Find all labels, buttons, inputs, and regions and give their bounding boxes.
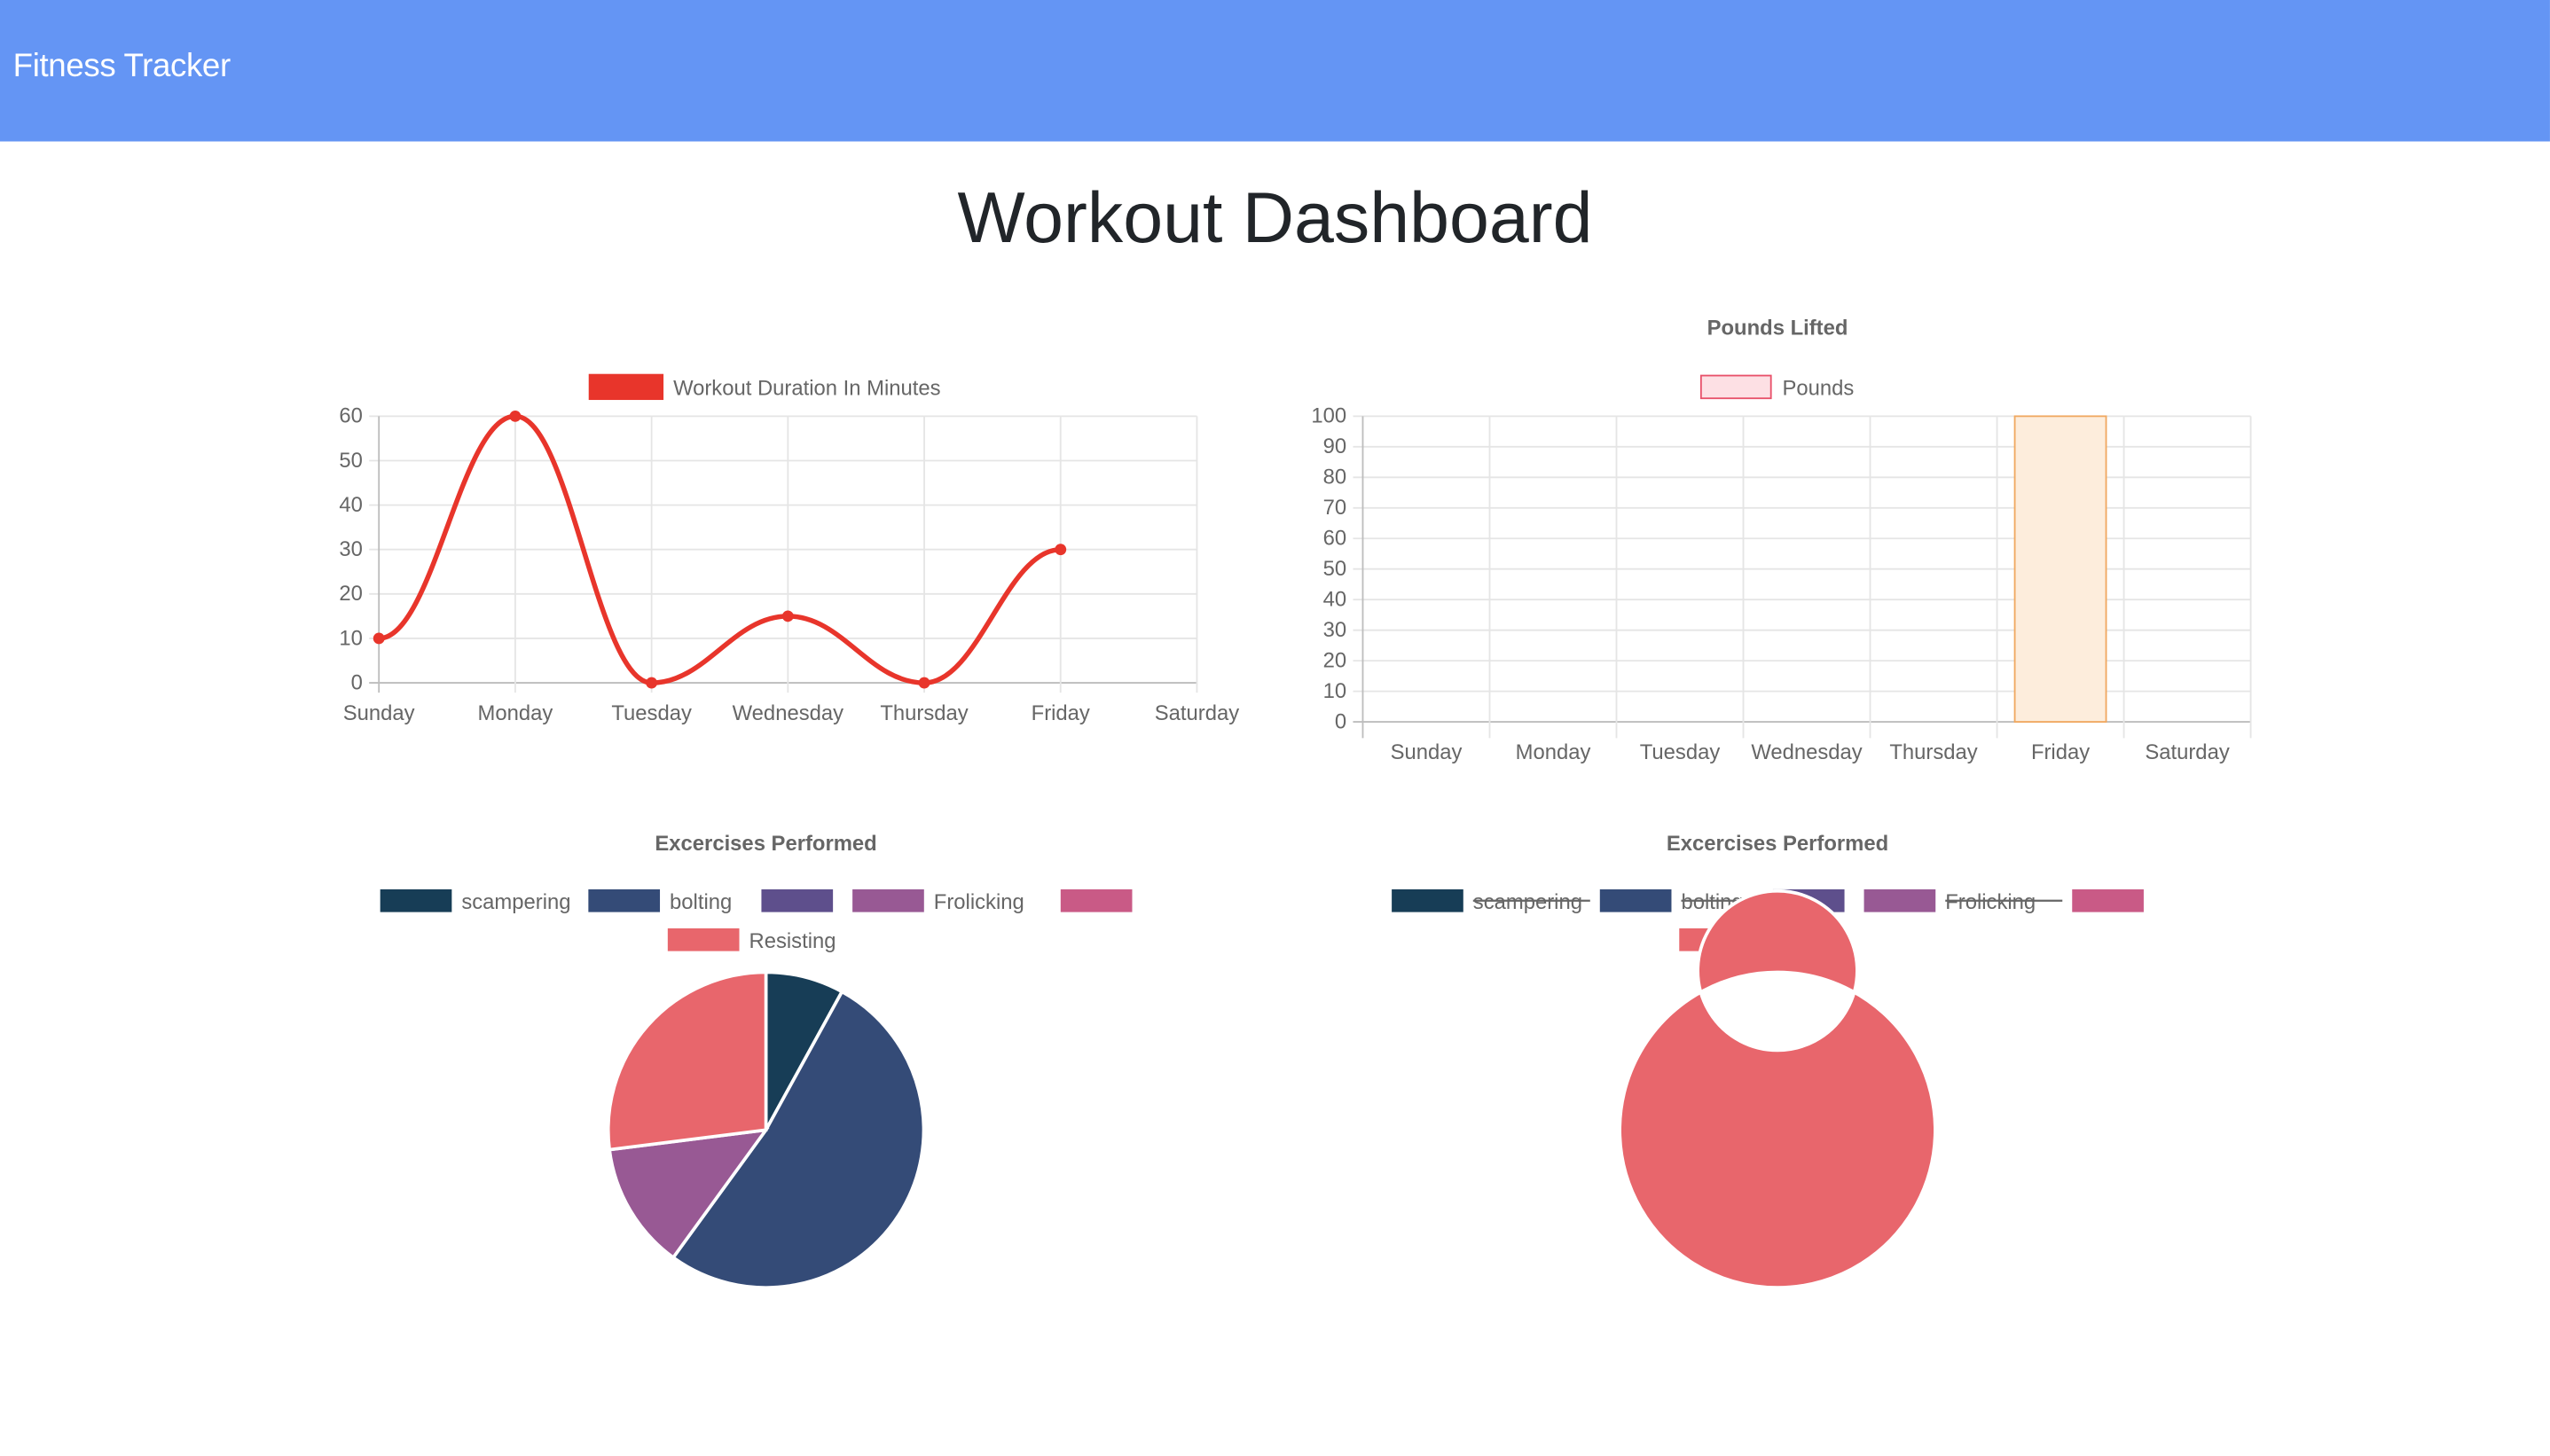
legend-label: scampering xyxy=(1473,890,1582,914)
legend-label: Frolicking xyxy=(1945,890,2036,914)
slice-bolting[interactable] xyxy=(671,989,926,1289)
x-tick-label: Friday xyxy=(1032,701,1090,725)
x-tick-label: Monday xyxy=(478,701,553,725)
legend-label: Pounds xyxy=(1783,377,1855,401)
legend-item[interactable]: Frolicking xyxy=(852,888,1024,914)
legend-swatch xyxy=(588,373,664,401)
legend-swatch xyxy=(1699,374,1772,400)
x-tick-label: Friday xyxy=(2031,740,2090,764)
data-point[interactable] xyxy=(373,632,385,645)
x-tick-label: Sunday xyxy=(343,701,415,725)
x-tick-label: Tuesday xyxy=(611,701,692,725)
y-tick-label: 60 xyxy=(339,404,363,428)
x-tick-label: Tuesday xyxy=(1640,740,1721,764)
slice-frolicking[interactable] xyxy=(608,1127,770,1260)
legend-swatch xyxy=(1392,888,1463,912)
slice-resisting[interactable] xyxy=(1618,888,1937,1289)
legend-swatch xyxy=(761,888,834,912)
y-tick-label: 20 xyxy=(1323,648,1347,672)
y-tick-label: 70 xyxy=(1323,496,1347,520)
bar[interactable] xyxy=(2013,415,2107,723)
legend-swatch xyxy=(1599,888,1672,912)
duration-legend[interactable]: Workout Duration In Minutes xyxy=(588,373,941,401)
x-tick-label: Thursday xyxy=(1889,740,1977,764)
legend-swatch xyxy=(1060,888,1133,912)
brand-link[interactable]: Fitness Tracker xyxy=(12,49,231,85)
x-tick-label: Thursday xyxy=(880,701,968,725)
data-point[interactable] xyxy=(1055,544,1067,556)
y-tick-label: 100 xyxy=(1311,404,1346,428)
legend-item[interactable]: Resisting xyxy=(667,928,836,953)
legend-item[interactable] xyxy=(761,888,834,912)
x-tick-label: Monday xyxy=(1516,740,1591,764)
legend-item[interactable]: scampering xyxy=(380,888,571,914)
legend-label: Resisting xyxy=(749,929,836,953)
data-point[interactable] xyxy=(509,410,522,422)
chart-title: Pounds Lifted xyxy=(1707,317,1848,341)
y-tick-label: 30 xyxy=(339,537,363,561)
y-tick-label: 40 xyxy=(339,493,363,517)
legend-label: bolting xyxy=(670,890,732,914)
y-tick-label: 30 xyxy=(1323,618,1347,642)
y-tick-label: 0 xyxy=(351,670,363,694)
navbar: Fitness Tracker xyxy=(0,0,2550,142)
y-tick-label: 10 xyxy=(1323,679,1347,703)
legend-label: Frolicking xyxy=(934,890,1024,914)
data-point[interactable] xyxy=(781,610,794,622)
y-tick-label: 10 xyxy=(339,626,363,650)
x-tick-label: Wednesday xyxy=(733,701,843,725)
chart-title: Excercises Performed xyxy=(655,832,876,856)
legend-swatch xyxy=(1863,888,1936,912)
legend-swatch xyxy=(2072,888,2144,912)
legend-item[interactable] xyxy=(1060,888,1133,912)
data-point[interactable] xyxy=(918,677,930,689)
legend-swatch xyxy=(852,888,924,912)
y-tick-label: 50 xyxy=(1323,557,1347,581)
legend-item[interactable]: bolting xyxy=(1599,888,1763,914)
chart-title: Excercises Performed xyxy=(1667,832,1888,856)
pounds-legend[interactable]: Pounds xyxy=(1699,374,1855,401)
x-tick-label: Saturday xyxy=(1155,701,1239,725)
y-tick-label: 60 xyxy=(1323,527,1347,551)
legend-item[interactable] xyxy=(2072,888,2144,912)
legend-label: scampering xyxy=(461,890,570,914)
y-tick-label: 40 xyxy=(1323,588,1347,612)
duration-line xyxy=(378,413,1061,685)
legend-item[interactable]: bolting xyxy=(588,888,732,914)
slice-resisting[interactable] xyxy=(606,970,768,1152)
y-tick-label: 20 xyxy=(339,582,363,606)
legend-swatch xyxy=(667,928,740,951)
x-tick-label: Saturday xyxy=(2145,740,2229,764)
y-tick-label: 0 xyxy=(1335,709,1346,733)
data-point[interactable] xyxy=(646,677,658,689)
x-tick-label: Sunday xyxy=(1391,740,1463,764)
legend-swatch xyxy=(380,888,452,912)
x-tick-label: Wednesday xyxy=(1751,740,1862,764)
legend-label: Workout Duration In Minutes xyxy=(673,377,941,401)
legend-item[interactable]: scampering xyxy=(1392,888,1590,914)
y-tick-label: 90 xyxy=(1323,434,1347,458)
page-title: Workout Dashboard xyxy=(957,178,1593,259)
y-tick-label: 80 xyxy=(1323,466,1347,489)
legend-swatch xyxy=(588,888,661,912)
legend-item[interactable]: Frolicking xyxy=(1863,888,2063,914)
y-tick-label: 50 xyxy=(339,449,363,473)
